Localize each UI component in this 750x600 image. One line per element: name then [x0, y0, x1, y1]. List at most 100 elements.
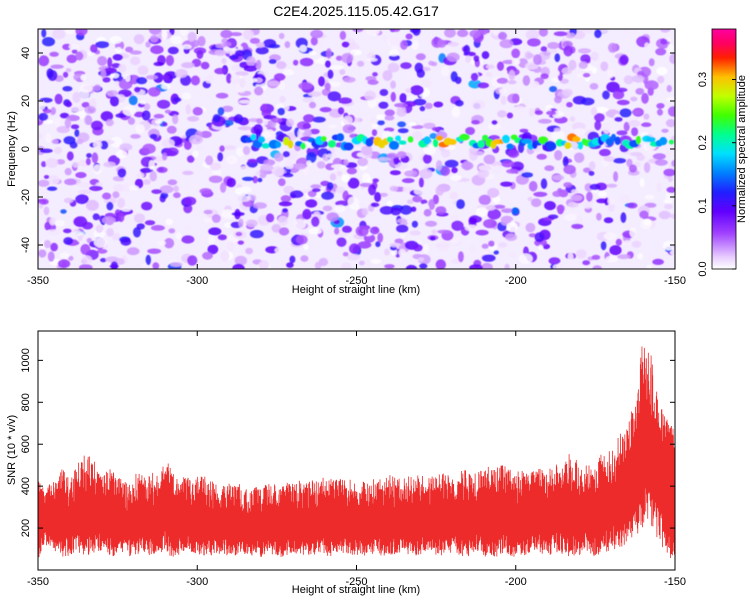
heatmap-cell	[245, 247, 254, 255]
heatmap-cell	[103, 161, 116, 168]
heatmap-cell	[331, 164, 345, 169]
heatmap-cell	[204, 74, 214, 84]
heatmap-cell	[667, 43, 674, 53]
heatmap-signal-cell	[435, 135, 444, 141]
heatmap-cell	[635, 88, 645, 95]
heatmap-cell	[112, 191, 120, 199]
heatmap-cell	[596, 212, 602, 221]
heatmap-cell	[324, 82, 331, 91]
heatmap-cell	[137, 65, 149, 76]
heatmap-cell	[208, 227, 222, 236]
heatmap-cell	[376, 120, 385, 126]
heatmap-cell	[396, 106, 406, 112]
heatmap-cell	[334, 204, 346, 213]
heatmap-cell	[371, 129, 378, 137]
heatmap-cell	[410, 29, 420, 34]
heatmap-signal-cell	[300, 142, 306, 150]
heatmap-cell	[125, 74, 131, 82]
heatmap-cell	[70, 124, 80, 130]
heatmap-cell	[230, 74, 241, 84]
heatmap-cell	[64, 117, 72, 129]
heatmap-cell	[278, 178, 286, 187]
heatmap-cell	[596, 198, 608, 204]
heatmap-cell	[168, 228, 176, 234]
heatmap-cell	[352, 29, 364, 33]
heatmap-signal-cell	[521, 138, 533, 144]
heatmap-cell	[203, 209, 213, 215]
heatmap-cell	[126, 247, 140, 256]
heatmap-cell	[665, 150, 673, 157]
heatmap-cell	[221, 105, 234, 113]
heatmap-cell	[533, 54, 542, 66]
heatmap-cell	[506, 168, 519, 174]
heatmap-cell	[571, 189, 579, 194]
heatmap-cell	[656, 103, 665, 109]
heatmap-cell	[410, 85, 424, 96]
heatmap-cell	[153, 156, 165, 163]
heatmap-cell	[509, 252, 517, 258]
heatmap-cell	[450, 71, 458, 82]
heatmap-cell	[413, 187, 424, 195]
heatmap-cell	[561, 67, 573, 75]
heatmap-cell	[663, 168, 675, 177]
heatmap-cell	[648, 150, 656, 155]
heatmap-cell	[498, 242, 508, 248]
heatmap-cell	[455, 100, 464, 107]
heatmap-cell	[167, 179, 178, 186]
heatmap-cell	[471, 119, 480, 125]
heatmap-signal-cell	[432, 138, 439, 148]
heatmap-cell	[540, 73, 549, 80]
heatmap-cell	[512, 93, 520, 104]
heatmap-signal-cell	[605, 138, 614, 146]
heatmap-cell	[374, 192, 382, 202]
heatmap-cell	[437, 39, 447, 48]
heatmap-cell	[643, 218, 652, 226]
heatmap-cell	[165, 218, 174, 226]
heatmap-cell	[119, 143, 133, 151]
heatmap-cell	[154, 119, 163, 124]
heatmap-cell	[375, 114, 385, 121]
heatmap-cell	[513, 105, 527, 114]
heatmap-cell	[292, 218, 307, 230]
heatmap-cell	[623, 240, 632, 246]
heatmap-cell	[246, 219, 258, 228]
heatmap-cell	[156, 166, 168, 173]
heatmap-cell	[369, 226, 380, 235]
heatmap-cell	[235, 71, 249, 76]
heatmap-cell	[412, 244, 423, 252]
heatmap-cell	[396, 151, 407, 159]
heatmap-cell	[65, 68, 72, 73]
heatmap-cell	[267, 80, 281, 87]
heatmap-cell	[310, 184, 322, 189]
heatmap-cell	[142, 143, 156, 154]
heatmap-signal-cell	[250, 133, 257, 141]
heatmap-cell	[106, 90, 119, 97]
heatmap-cell	[394, 162, 408, 170]
heatmap-cell	[407, 95, 416, 102]
heatmap-cell	[417, 254, 431, 265]
heatmap-cell	[429, 133, 438, 139]
heatmap-cell	[544, 165, 555, 172]
heatmap-cell	[93, 237, 108, 248]
heatmap-cell	[488, 240, 495, 247]
heatmap-signal-cell	[365, 138, 374, 147]
heatmap-cell	[165, 55, 174, 66]
snr-y-tick-label: 200	[20, 519, 32, 537]
heatmap-cell	[238, 99, 252, 104]
heatmap-cell	[215, 92, 229, 99]
heatmap-cell	[38, 179, 50, 187]
heatmap-cell	[599, 148, 611, 157]
heatmap-cell	[435, 259, 446, 269]
heatmap-signal-cell	[288, 139, 294, 149]
heatmap-cell	[617, 254, 631, 260]
heatmap-cell	[247, 158, 258, 163]
heatmap-cell	[134, 213, 145, 223]
heatmap-cell	[529, 108, 535, 117]
heatmap-cell	[465, 127, 475, 135]
heatmap-cell	[437, 229, 451, 234]
heatmap-cell	[151, 189, 162, 195]
heatmap-cell	[508, 69, 516, 81]
heatmap-cell	[182, 170, 194, 176]
heatmap-cell	[623, 121, 630, 132]
heatmap-cell	[65, 101, 72, 108]
